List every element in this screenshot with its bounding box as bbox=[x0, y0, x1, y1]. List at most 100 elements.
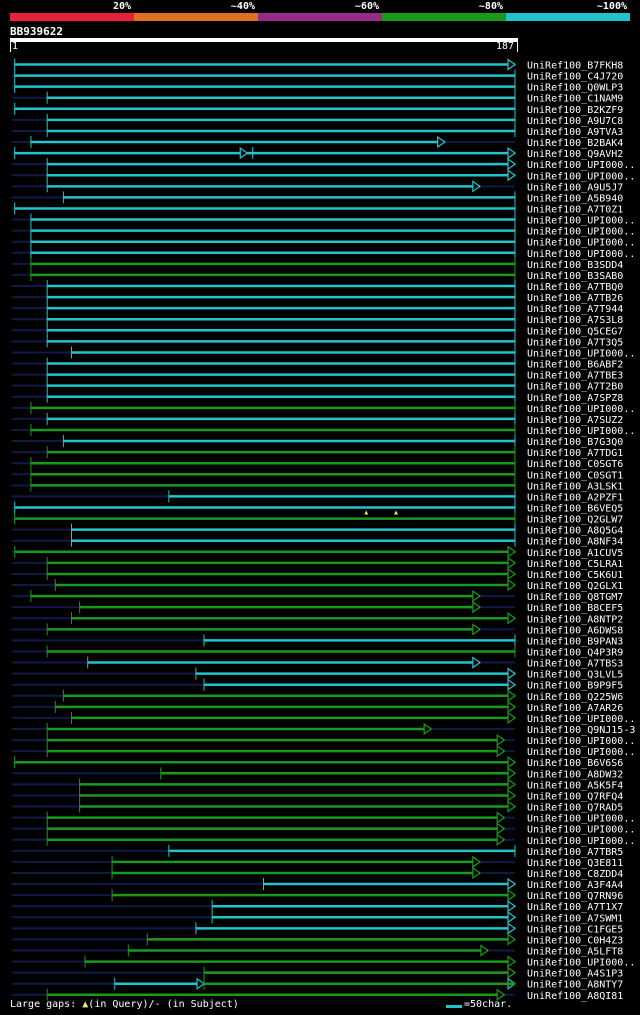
hit-end-arrow bbox=[507, 756, 517, 769]
hit-label: UniRef100_UPI000.. bbox=[527, 836, 635, 847]
hit-end-arrow bbox=[472, 656, 481, 669]
hit-end-arrow bbox=[507, 789, 517, 802]
hit-label: UniRef100_Q0WLP3 bbox=[527, 83, 623, 94]
hit-label: UniRef100_A7TDG1 bbox=[527, 448, 623, 459]
hit-end-arrow bbox=[507, 767, 517, 780]
hit-label: UniRef100_A3LSK1 bbox=[527, 481, 623, 492]
hit-end-arrow bbox=[507, 911, 517, 924]
hit-label: UniRef100_C8ZDD4 bbox=[527, 869, 623, 880]
hit-label: UniRef100_Q7RAD5 bbox=[527, 803, 623, 814]
hit-label: UniRef100_C1NAM9 bbox=[527, 94, 623, 105]
hit-end-arrow bbox=[507, 955, 517, 968]
hit-label: UniRef100_UPI000.. bbox=[527, 238, 635, 249]
hit-label: UniRef100_A8QI81 bbox=[527, 991, 623, 1002]
hit-label: UniRef100_UPI000.. bbox=[527, 216, 635, 227]
hit-label: UniRef100_A7S3L8 bbox=[527, 315, 623, 326]
hit-label: UniRef100_UPI000.. bbox=[527, 426, 635, 437]
hit-label: UniRef100_UPI000.. bbox=[527, 825, 635, 836]
hit-end-arrow bbox=[507, 678, 517, 691]
hit-label: UniRef100_B7G3Q0 bbox=[527, 437, 623, 448]
query-ruler bbox=[10, 38, 518, 42]
hit-label: UniRef100_A5LFT8 bbox=[527, 947, 623, 958]
legend-label: ~80% bbox=[478, 1, 503, 12]
hit-end-arrow bbox=[239, 146, 249, 160]
hit-label: UniRef100_A8NTP2 bbox=[527, 614, 623, 625]
hit-end-arrow bbox=[507, 800, 517, 813]
ruler-start-tick bbox=[10, 42, 11, 52]
hit-label: UniRef100_Q9NJ15-3 bbox=[527, 725, 635, 736]
hit-end-arrow bbox=[480, 944, 489, 957]
hit-end-arrow bbox=[507, 667, 517, 680]
query-gap-marker bbox=[364, 510, 369, 515]
hit-label: UniRef100_C0H4Z3 bbox=[527, 935, 623, 946]
hit-end-arrow bbox=[507, 578, 517, 592]
hit-label: UniRef100_A3F4A4 bbox=[527, 880, 623, 891]
hit-label: UniRef100_Q7RFQ4 bbox=[527, 791, 623, 802]
hit-label: UniRef100_Q2GLW7 bbox=[527, 515, 623, 526]
legend-label: ~40% bbox=[230, 1, 255, 12]
hit-label: UniRef100_Q7RN96 bbox=[527, 891, 623, 902]
large-gaps-query-label: (in Query)/ bbox=[88, 999, 155, 1010]
hit-end-arrow bbox=[507, 58, 517, 71]
hit-end-arrow bbox=[507, 169, 517, 182]
hit-label: UniRef100_C0SGT1 bbox=[527, 470, 623, 481]
hit-label: UniRef100_A8DW32 bbox=[527, 769, 623, 780]
hit-label: UniRef100_B2BAK4 bbox=[527, 138, 623, 149]
large-gaps-legend: Large gaps: ▲(in Query)/- (in Subject) bbox=[10, 999, 239, 1010]
hit-label: UniRef100_A7SUZ2 bbox=[527, 415, 623, 426]
legend-swatch bbox=[506, 13, 630, 21]
hit-label: UniRef100_UPI000.. bbox=[527, 404, 635, 415]
hit-end-arrow bbox=[472, 855, 481, 869]
hit-label: UniRef100_A7AR26 bbox=[527, 703, 623, 714]
legend-swatch bbox=[134, 13, 258, 21]
hit-label: UniRef100_B6VEQ5 bbox=[527, 504, 623, 515]
hit-end-arrow bbox=[507, 158, 517, 171]
hit-end-arrow bbox=[472, 180, 481, 193]
hit-label: UniRef100_UPI000.. bbox=[527, 348, 635, 359]
large-gaps-subject-label: - (in Subject) bbox=[154, 999, 239, 1010]
legend-swatch bbox=[10, 13, 134, 21]
hit-label: UniRef100_Q3LVL5 bbox=[527, 670, 623, 681]
hit-label: UniRef100_B3SDD4 bbox=[527, 260, 623, 271]
hit-end-arrow bbox=[472, 623, 481, 636]
hit-label: UniRef100_UPI000.. bbox=[527, 958, 635, 969]
hit-label: UniRef100_A7TBE3 bbox=[527, 371, 623, 382]
hit-label: UniRef100_UPI000.. bbox=[527, 227, 635, 238]
hit-label: UniRef100_A7T944 bbox=[527, 304, 623, 315]
hit-end-arrow bbox=[507, 545, 517, 558]
hit-label: UniRef100_A9U7C8 bbox=[527, 116, 623, 127]
hit-label: UniRef100_A9TVA3 bbox=[527, 127, 623, 138]
hit-label: UniRef100_A7T1X7 bbox=[527, 902, 623, 913]
hit-end-arrow bbox=[507, 877, 517, 891]
hit-label: UniRef100_B9P9F5 bbox=[527, 681, 623, 692]
hit-label: UniRef100_A7T2B0 bbox=[527, 382, 623, 393]
hit-end-arrow bbox=[496, 833, 506, 846]
hit-end-arrow bbox=[507, 689, 517, 702]
hit-end-arrow bbox=[496, 744, 506, 758]
hit-label: UniRef100_A7T3Q5 bbox=[527, 337, 623, 348]
hit-end-arrow bbox=[196, 977, 206, 990]
hit-label: UniRef100_UPI000.. bbox=[527, 814, 635, 825]
hit-label: UniRef100_UPI000.. bbox=[527, 160, 635, 171]
hit-end-arrow bbox=[507, 922, 517, 935]
hit-label: UniRef100_B6V6S6 bbox=[527, 758, 623, 769]
hit-label: UniRef100_C4J720 bbox=[527, 72, 623, 83]
hit-label: UniRef100_A8NF34 bbox=[527, 537, 623, 548]
hit-label: UniRef100_UPI000.. bbox=[527, 714, 635, 725]
hit-end-arrow bbox=[423, 722, 433, 736]
hit-label: UniRef100_Q2GLX1 bbox=[527, 581, 623, 592]
hit-label: UniRef100_C5K6U1 bbox=[527, 570, 623, 581]
hit-label: UniRef100_A7TBS3 bbox=[527, 659, 623, 670]
hit-label: UniRef100_B3SAB0 bbox=[527, 271, 623, 282]
query-id: BB939622 bbox=[10, 25, 63, 38]
hit-label: UniRef100_A9U5J7 bbox=[527, 182, 623, 193]
query-gap-marker bbox=[394, 510, 399, 515]
hit-label: UniRef100_B9PAN3 bbox=[527, 636, 623, 647]
identity-legend: 20% ~40% ~60% ~80% ~100% bbox=[10, 0, 630, 22]
hit-label: UniRef100_C0SGT6 bbox=[527, 459, 623, 470]
hit-label: UniRef100_C5LRA1 bbox=[527, 559, 623, 570]
hit-end-arrow bbox=[507, 700, 517, 714]
hit-label: UniRef100_A7SPZ8 bbox=[527, 393, 623, 404]
hit-label: UniRef100_A7TBR5 bbox=[527, 847, 623, 858]
